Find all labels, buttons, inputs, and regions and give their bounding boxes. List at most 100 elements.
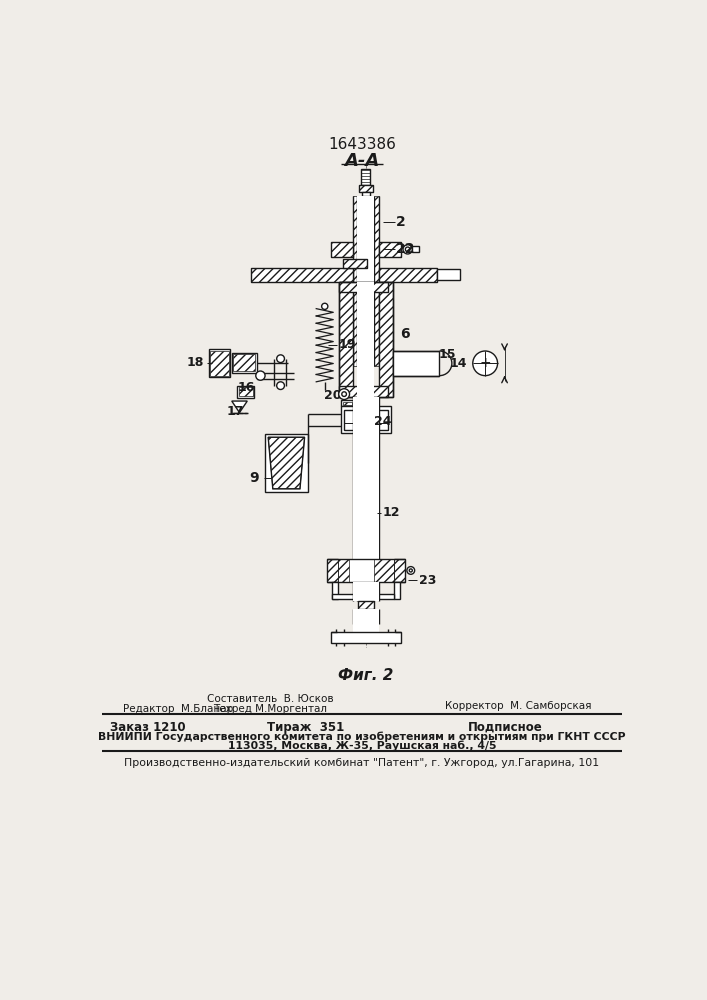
Bar [338, 559, 349, 582]
Bar [344, 410, 387, 430]
Bar [327, 559, 338, 582]
Text: Корректор  М. Самборская: Корректор М. Самборская [445, 701, 592, 711]
Bar [341, 400, 354, 406]
Circle shape [405, 247, 410, 252]
Bar [379, 268, 437, 282]
Bar [357, 282, 374, 397]
Text: 18: 18 [187, 356, 204, 369]
Text: 16: 16 [237, 381, 255, 394]
Bar [394, 582, 400, 599]
Bar [327, 559, 404, 582]
Bar [358, 601, 373, 609]
Text: 17: 17 [226, 405, 244, 418]
Bar [339, 386, 388, 397]
Bar [210, 351, 228, 376]
Circle shape [403, 245, 412, 254]
Text: Техред М.Моргентал: Техред М.Моргентал [214, 704, 327, 714]
Text: 14: 14 [450, 357, 467, 370]
Bar [331, 632, 401, 643]
Bar [394, 559, 404, 582]
Bar [412, 246, 419, 252]
Text: 23: 23 [419, 574, 436, 587]
Bar [239, 387, 252, 396]
Text: Редактор  М.Бланар: Редактор М.Бланар [123, 704, 233, 714]
Bar [343, 402, 352, 405]
Bar [339, 282, 388, 292]
Bar [331, 242, 353, 257]
Text: Подписное: Подписное [468, 721, 543, 734]
Bar [332, 582, 338, 599]
Text: Фиг. 2: Фиг. 2 [338, 668, 394, 683]
Bar [353, 196, 357, 366]
Bar [359, 185, 373, 192]
Circle shape [341, 392, 346, 396]
Bar [437, 269, 460, 280]
Bar [353, 397, 357, 559]
Circle shape [339, 389, 349, 400]
Bar [357, 397, 374, 559]
Text: 22: 22 [396, 242, 416, 256]
Bar [353, 582, 357, 601]
Bar [251, 268, 353, 282]
Bar [374, 609, 379, 632]
Bar [393, 351, 440, 376]
Bar [359, 185, 373, 192]
Text: +: + [479, 356, 491, 370]
Bar [339, 282, 353, 397]
Bar [361, 169, 370, 185]
Bar [379, 242, 401, 257]
Text: Производственно-издательский комбинат "Патент", г. Ужгород, ул.Гагарина, 101: Производственно-издательский комбинат "П… [124, 758, 600, 768]
Bar [362, 192, 370, 196]
Bar [379, 282, 393, 397]
Circle shape [276, 355, 284, 363]
Circle shape [256, 371, 265, 380]
Bar [251, 268, 353, 282]
Bar [344, 259, 367, 268]
Text: Тираж  351: Тираж 351 [267, 721, 344, 734]
Bar [265, 434, 308, 492]
Text: 1643386: 1643386 [328, 137, 396, 152]
Text: 19: 19 [339, 338, 356, 351]
Bar [339, 282, 353, 397]
Text: 15: 15 [438, 348, 456, 361]
Bar [341, 406, 391, 433]
Bar [353, 609, 357, 632]
Text: А-А: А-А [344, 152, 380, 170]
Bar [374, 397, 379, 559]
Bar [358, 601, 373, 609]
Text: 9: 9 [250, 471, 259, 485]
Text: Заказ 1210: Заказ 1210 [110, 721, 186, 734]
Circle shape [409, 569, 412, 572]
Polygon shape [232, 401, 247, 413]
Bar [357, 609, 374, 632]
Text: 2: 2 [396, 215, 406, 229]
Bar [233, 354, 255, 371]
Circle shape [473, 351, 498, 376]
Circle shape [276, 382, 284, 390]
Text: ВНИИПИ Государственного комитета по изобретениям и открытиям при ГКНТ СССР: ВНИИПИ Государственного комитета по изоб… [98, 731, 626, 742]
Text: 20: 20 [324, 389, 341, 402]
Bar [379, 242, 401, 257]
Bar [379, 282, 393, 397]
Bar [374, 559, 394, 582]
Bar [360, 594, 394, 599]
Text: 12: 12 [383, 506, 400, 519]
Bar [209, 349, 230, 377]
Bar [379, 268, 437, 282]
Bar [357, 582, 374, 601]
Circle shape [407, 567, 414, 574]
Bar [374, 196, 379, 366]
Bar [374, 196, 379, 366]
Bar [339, 282, 388, 292]
Bar [339, 386, 388, 397]
Bar [353, 196, 357, 366]
Text: 6: 6 [400, 327, 409, 341]
Text: Составитель  В. Юсков: Составитель В. Юсков [207, 694, 334, 704]
Bar [374, 582, 379, 601]
Bar [332, 594, 372, 599]
Bar [232, 353, 257, 373]
Text: 113035, Москва, Ж-35, Раушская наб., 4/5: 113035, Москва, Ж-35, Раушская наб., 4/5 [228, 741, 496, 751]
Circle shape [322, 303, 328, 309]
Bar [237, 386, 255, 398]
Bar [344, 259, 367, 268]
